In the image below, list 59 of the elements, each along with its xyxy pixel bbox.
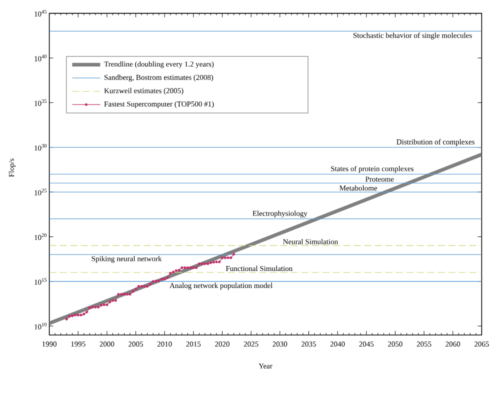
point [154, 280, 158, 282]
point [198, 262, 201, 266]
point [80, 314, 82, 316]
point [180, 266, 184, 270]
point [102, 303, 106, 306]
point [94, 306, 97, 309]
point [140, 284, 143, 288]
point [148, 282, 152, 286]
point [218, 260, 221, 264]
point [183, 266, 186, 270]
point [172, 270, 175, 274]
point [108, 300, 112, 304]
point [174, 269, 178, 272]
point [111, 299, 114, 302]
point [163, 278, 166, 280]
point [206, 262, 210, 266]
point [117, 292, 120, 296]
point [160, 278, 164, 280]
point [96, 306, 100, 309]
point [226, 256, 230, 260]
point [122, 292, 126, 296]
point [212, 260, 215, 264]
point [134, 288, 138, 290]
point [68, 315, 71, 318]
point [100, 304, 103, 307]
point [194, 266, 198, 270]
point [114, 299, 117, 302]
point [220, 256, 224, 260]
point [88, 306, 92, 310]
point [146, 284, 149, 288]
point [132, 290, 134, 293]
point [76, 314, 80, 316]
point [91, 306, 94, 309]
point [209, 261, 212, 264]
point [137, 284, 140, 288]
point [192, 266, 195, 270]
point [178, 268, 180, 272]
point [230, 256, 232, 260]
point [204, 262, 206, 266]
point [143, 284, 146, 288]
point [128, 292, 132, 296]
point [82, 312, 86, 316]
point [157, 280, 160, 282]
point [74, 314, 77, 316]
point [106, 303, 108, 306]
point [152, 280, 154, 283]
point [120, 292, 123, 296]
point [71, 314, 74, 318]
point [200, 262, 204, 266]
point [224, 256, 226, 260]
point [232, 252, 236, 256]
point [189, 266, 192, 270]
point [65, 318, 68, 320]
point [215, 260, 218, 264]
point [85, 310, 88, 314]
point [166, 276, 169, 280]
point [169, 272, 172, 275]
point [186, 266, 190, 270]
point [126, 292, 128, 296]
